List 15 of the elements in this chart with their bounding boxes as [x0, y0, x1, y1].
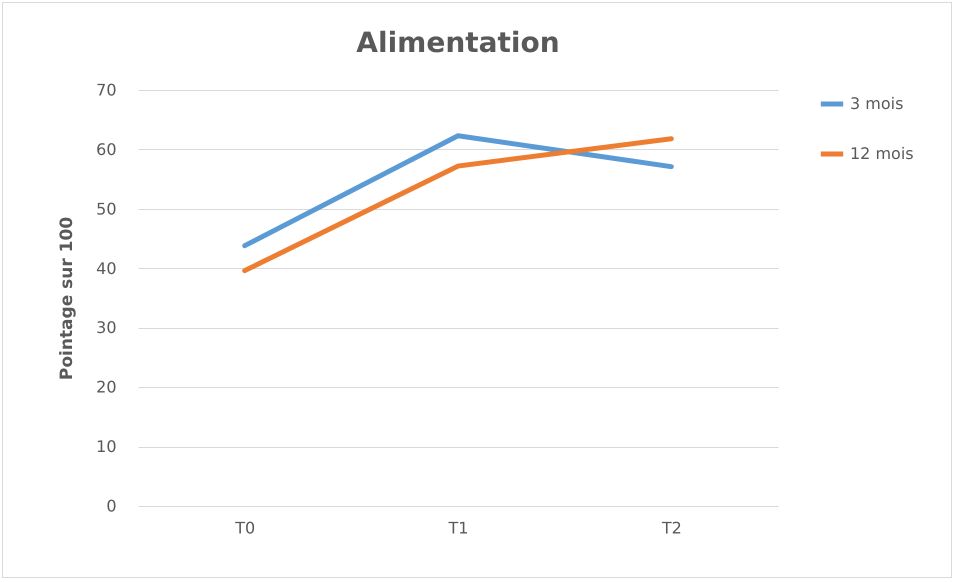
y-tick-label: 60 [96, 140, 116, 159]
x-tick-label: T2 [660, 518, 682, 538]
y-tick-label: 40 [96, 258, 116, 278]
y-tick-label: 70 [96, 80, 116, 100]
y-tick-label: 30 [96, 318, 116, 338]
y-axis-title: Pointage sur 100 [57, 216, 78, 380]
y-tick-label: 10 [96, 437, 116, 456]
chart-title: Alimentation [356, 26, 560, 59]
legend-label: 12 mois [850, 144, 914, 163]
legend-label: 3 mois [850, 94, 904, 113]
y-tick-label: 50 [96, 199, 116, 218]
x-tick-label: T1 [448, 518, 468, 538]
x-tick-label: T0 [234, 518, 256, 538]
y-tick-label: 0 [106, 496, 116, 516]
y-tick-label: 20 [96, 378, 116, 397]
